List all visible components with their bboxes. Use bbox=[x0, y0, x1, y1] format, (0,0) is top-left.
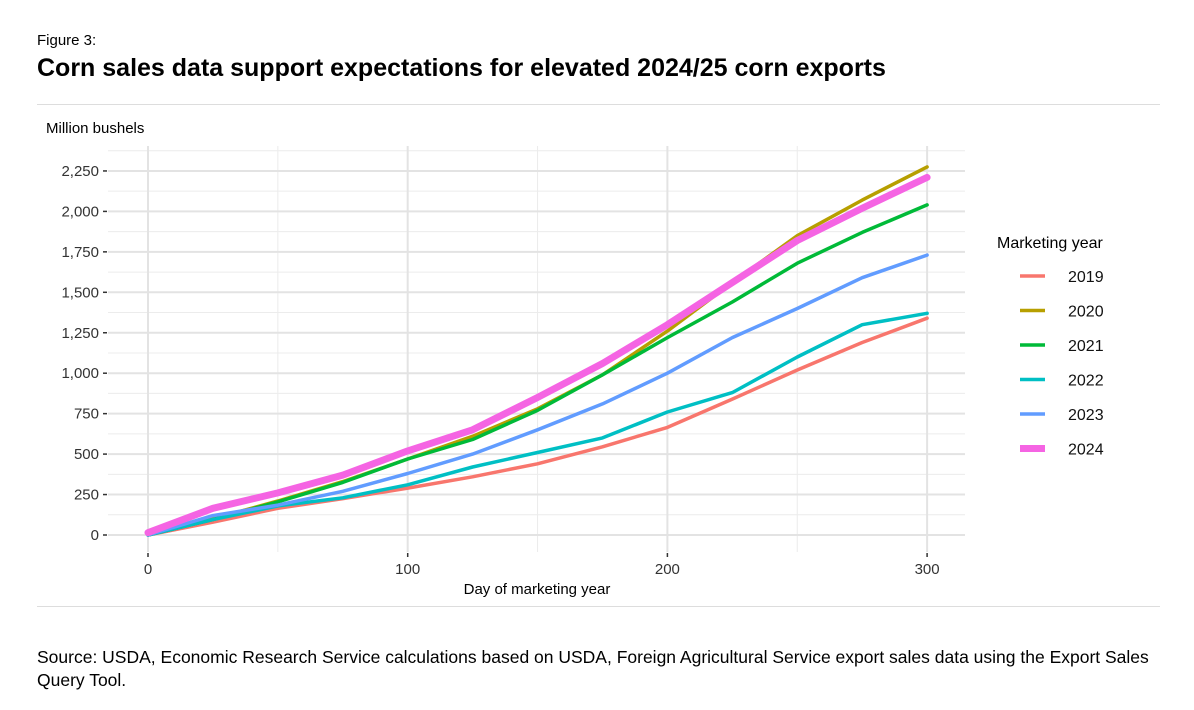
chart-title: Corn sales data support expectations for… bbox=[37, 54, 886, 82]
y-tick-label: 2,000 bbox=[61, 203, 99, 220]
source-note: Source: USDA, Economic Research Service … bbox=[37, 647, 1149, 690]
series-line-2023 bbox=[146, 253, 929, 537]
bottom-divider bbox=[37, 606, 1160, 607]
x-tick-label: 0 bbox=[144, 561, 152, 578]
plot-background bbox=[108, 146, 965, 552]
series-line-2021 bbox=[146, 203, 929, 537]
legend-label-2021: 2021 bbox=[1068, 338, 1104, 355]
x-tick-label: 300 bbox=[915, 561, 940, 578]
legend-label-2022: 2022 bbox=[1068, 373, 1104, 390]
y-tick-label: 1,000 bbox=[61, 365, 99, 382]
legend-label-2023: 2023 bbox=[1068, 407, 1104, 424]
figure-label: Figure 3: bbox=[37, 32, 97, 49]
series-line-2024 bbox=[144, 173, 931, 537]
x-axis-title: Day of marketing year bbox=[464, 581, 611, 598]
legend-label-2019: 2019 bbox=[1068, 269, 1104, 286]
y-tick-label: 1,500 bbox=[61, 284, 99, 301]
y-tick-label: 750 bbox=[74, 406, 99, 423]
legend-title: Marketing year bbox=[997, 235, 1103, 252]
y-tick-label: 250 bbox=[74, 487, 99, 504]
y-tick-label: 500 bbox=[74, 446, 99, 463]
x-tick-label: 100 bbox=[395, 561, 420, 578]
x-tick-label: 200 bbox=[655, 561, 680, 578]
y-tick-label: 2,250 bbox=[61, 163, 99, 180]
plot-panel: 0 250 500 750 1,000 1,250 1,500 1,750 2,000 2,250… bbox=[61, 146, 965, 578]
y-tick-label: 1,750 bbox=[61, 244, 99, 261]
y-tick-label: 0 bbox=[91, 527, 99, 544]
top-divider bbox=[37, 104, 1160, 105]
y-tick-label: 1,250 bbox=[61, 325, 99, 342]
y-axis-title: Million bushels bbox=[46, 120, 144, 137]
legend-label-2024: 2024 bbox=[1068, 442, 1104, 459]
legend: 2019 2020 2021 2022 2023 2024 bbox=[1020, 269, 1104, 459]
legend-label-2020: 2020 bbox=[1068, 304, 1104, 321]
series-line-2019 bbox=[146, 316, 929, 537]
